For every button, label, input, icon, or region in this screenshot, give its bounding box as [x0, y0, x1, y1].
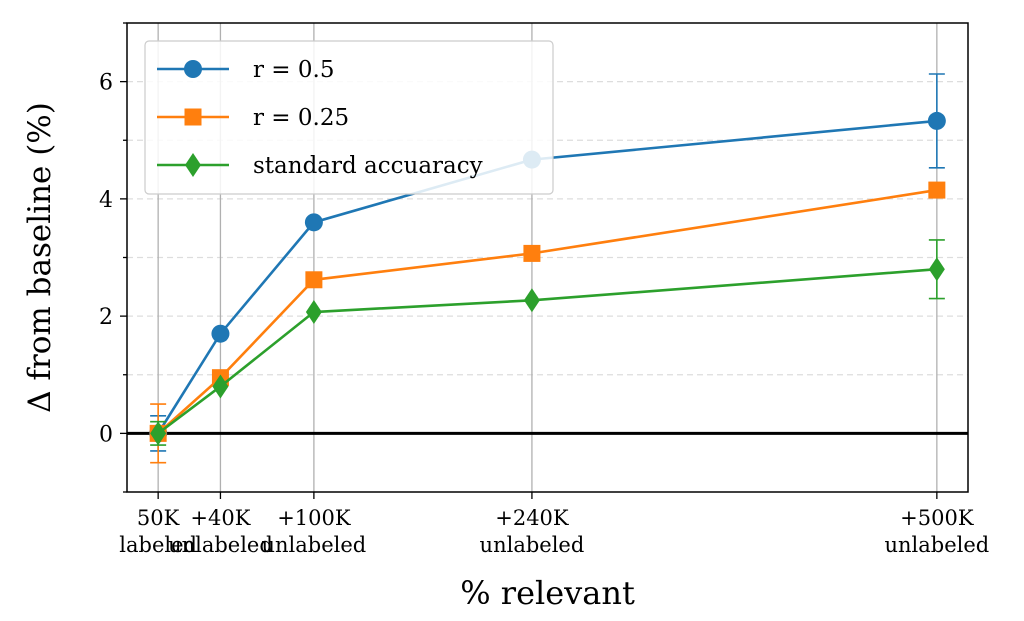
legend-swatch-marker — [184, 60, 202, 78]
data-point — [928, 257, 945, 282]
data-point — [305, 300, 322, 325]
y-tick-label: 2 — [99, 305, 113, 330]
axis-layer: 024650Klabeled+40Kunlabeled+100Kunlabele… — [99, 22, 989, 557]
x-tick-label-sub: unlabeled — [168, 533, 273, 557]
series-3 — [150, 239, 945, 446]
x-tick-label-sub: unlabeled — [262, 533, 367, 557]
legend-items: r = 0.5 r = 0.25 standard accuaracy — [157, 57, 483, 179]
legend-box — [144, 40, 554, 195]
data-point — [523, 288, 540, 313]
legend-entry-3: standard accuaracy — [157, 153, 483, 179]
legend-label: r = 0.25 — [253, 105, 349, 131]
y-axis-label: Δ from baseline (%) — [22, 102, 58, 413]
legend-swatch-marker — [185, 153, 201, 177]
x-tick-label-sub: labeled — [119, 533, 197, 557]
x-tick-label: +240K — [495, 506, 569, 530]
legend-label: standard accuaracy — [253, 153, 483, 179]
legend: r = 0.5 r = 0.25 standard accuaracy — [144, 40, 554, 195]
legend-swatch-marker — [184, 108, 202, 126]
x-axis-label: % relevant — [460, 574, 635, 612]
data-point — [523, 244, 541, 262]
series-layer — [149, 73, 946, 464]
y-tick-label: 0 — [99, 422, 113, 447]
data-point — [211, 324, 230, 343]
y-tick-label: 6 — [99, 71, 113, 96]
data-point — [927, 111, 946, 130]
data-point — [150, 421, 167, 446]
x-tick-label-sub: unlabeled — [884, 533, 989, 557]
data-point — [305, 271, 323, 289]
x-tick-label: +500K — [900, 506, 974, 530]
legend-entry-2: r = 0.25 — [157, 105, 349, 131]
x-tick-label-sub: unlabeled — [480, 533, 585, 557]
data-point — [212, 374, 229, 399]
x-tick-label: +100K — [277, 506, 351, 530]
data-point — [304, 213, 323, 232]
legend-entry-1: r = 0.5 — [157, 57, 334, 83]
legend-label: r = 0.5 — [253, 57, 334, 83]
x-tick-label: 50K — [137, 506, 180, 530]
x-tick-label: +40K — [190, 506, 250, 530]
y-tick-label: 4 — [99, 188, 113, 213]
data-point — [928, 181, 946, 199]
